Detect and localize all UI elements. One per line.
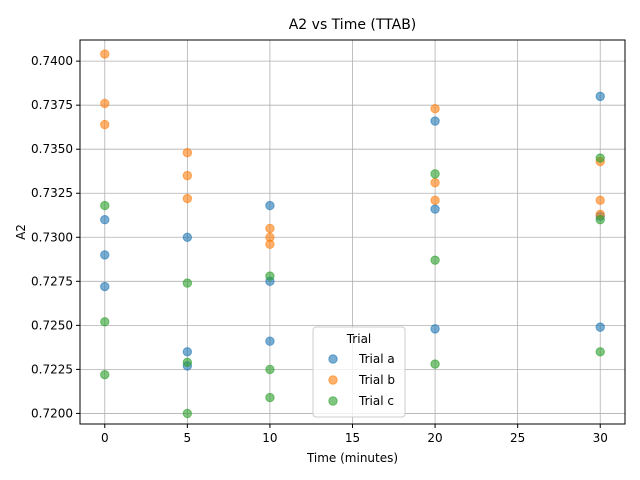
y-tick-label: 0.7375: [31, 98, 73, 112]
x-tick-label: 15: [345, 431, 360, 445]
data-point-trial-c: [430, 255, 440, 265]
data-point-trial-c: [430, 359, 440, 369]
data-point-trial-c: [100, 369, 110, 380]
data-point-trial-c: [265, 271, 275, 281]
data-point-trial-c: [430, 169, 440, 179]
data-point-trial-a: [265, 336, 275, 346]
data-point-trial-a: [595, 322, 605, 332]
data-point-trial-b: [430, 195, 440, 205]
data-point-trial-c: [182, 357, 193, 368]
data-point-trial-c: [182, 408, 193, 419]
y-tick-label: 0.7300: [31, 230, 73, 244]
data-point-trial-c: [265, 364, 275, 375]
data-point-trial-a: [430, 204, 440, 214]
data-point-trial-c: [100, 200, 110, 211]
data-point-trial-a: [430, 116, 440, 126]
data-point-trial-b: [100, 49, 110, 59]
legend-entry-label: Trial b: [358, 373, 395, 387]
data-point-trial-c: [595, 214, 605, 225]
axis-ticks: 0 5 10 15 20 25 30 0.7200 0.7225 0.7250 0.7275 0.73…: [31, 54, 608, 445]
data-point-trial-b: [182, 148, 193, 158]
data-point-trial-c: [595, 347, 605, 357]
y-tick-label: 0.7200: [31, 406, 73, 420]
data-point-trial-a: [182, 347, 193, 357]
x-tick-label: 10: [262, 431, 277, 445]
data-point-trial-b: [100, 98, 110, 109]
data-point-trial-b: [595, 195, 605, 205]
legend-marker: [328, 354, 338, 364]
data-point-trial-a: [430, 324, 440, 334]
y-tick-label: 0.7400: [31, 54, 73, 68]
legend: Trial Trial a Trial b Trial c: [312, 326, 406, 418]
grid: [80, 40, 625, 424]
data-point-trial-a: [595, 91, 605, 102]
data-point-trial-b: [100, 119, 110, 130]
legend-box: [312, 326, 406, 418]
data-point-trial-a: [182, 232, 193, 242]
data-point-trial-c: [182, 278, 193, 288]
y-tick-label: 0.7225: [31, 362, 73, 376]
data-point-trial-c: [100, 317, 110, 327]
chart-title: A2 vs Time (TTAB): [289, 17, 417, 33]
data-point-trial-b: [430, 103, 440, 114]
y-tick-label: 0.7350: [31, 142, 73, 156]
data-points: [100, 49, 605, 419]
data-point-trial-a: [100, 250, 110, 260]
x-tick-label: 5: [184, 431, 192, 445]
data-point-trial-c: [265, 392, 275, 403]
data-point-trial-a: [100, 281, 110, 292]
data-point-trial-b: [265, 223, 275, 234]
x-tick-label: 20: [427, 431, 442, 445]
y-tick-label: 0.7325: [31, 186, 73, 200]
x-tick-label: 30: [593, 431, 608, 445]
data-point-trial-b: [430, 177, 440, 188]
legend-marker: [328, 375, 338, 385]
legend-entry-label: Trial a: [358, 352, 395, 366]
legend-entry-label: Trial c: [358, 394, 394, 408]
data-point-trial-a: [100, 214, 110, 225]
y-axis-label: A2: [14, 224, 28, 240]
y-tick-label: 0.7250: [31, 318, 73, 332]
legend-title: Trial: [346, 332, 372, 346]
data-point-trial-a: [265, 200, 275, 211]
legend-marker: [328, 396, 338, 406]
x-tick-label: 25: [510, 431, 525, 445]
data-point-trial-c: [595, 153, 605, 163]
x-axis-label: Time (minutes): [306, 451, 398, 465]
data-point-trial-b: [182, 170, 193, 181]
x-tick-label: 0: [101, 431, 109, 445]
y-tick-label: 0.7275: [31, 274, 73, 288]
data-point-trial-b: [265, 239, 275, 250]
data-point-trial-b: [182, 193, 193, 204]
